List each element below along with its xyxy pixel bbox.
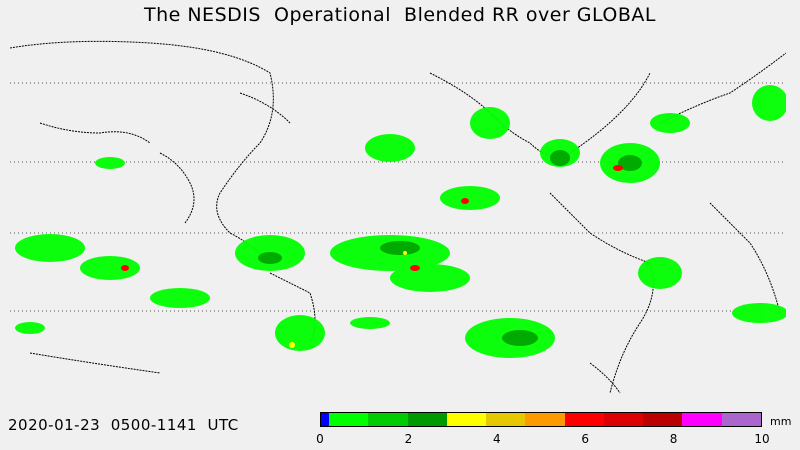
color-scale-segment	[329, 413, 369, 426]
color-scale-tick-label: 0	[316, 432, 324, 446]
color-scale-bar	[320, 412, 762, 427]
color-scale-tick-label: 8	[669, 432, 678, 446]
very-light-markers	[289, 251, 407, 348]
color-scale-segment	[643, 413, 683, 426]
color-scale-segment	[525, 413, 565, 426]
map-title: The NESDIS Operational Blended RR over G…	[143, 4, 657, 26]
color-scale-tick-label: 6	[581, 432, 590, 446]
color-scale-tick-label: 10	[754, 432, 770, 446]
coastlines	[10, 40, 786, 394]
heavy-rain-areas	[258, 150, 642, 346]
latitude-gridlines	[10, 82, 786, 312]
color-scale-tick-label: 4	[492, 432, 501, 446]
precipitation-map	[10, 40, 786, 394]
rain-areas	[15, 85, 786, 358]
color-scale-tick-label: 2	[404, 432, 413, 446]
valid-time: 2020-01-23 0500-1141 UTC	[8, 416, 239, 434]
intense-rain-areas	[121, 165, 623, 271]
color-scale-segment	[407, 413, 447, 426]
units-label: mm	[770, 415, 792, 428]
color-scale-segment	[721, 413, 761, 426]
color-scale-segment	[486, 413, 526, 426]
color-scale-segment	[321, 413, 329, 426]
color-scale-segment	[446, 413, 487, 426]
color-scale-segment	[368, 413, 408, 426]
color-scale-segment	[603, 413, 644, 426]
color-scale-segment	[682, 413, 722, 426]
color-scale-segment	[564, 413, 604, 426]
